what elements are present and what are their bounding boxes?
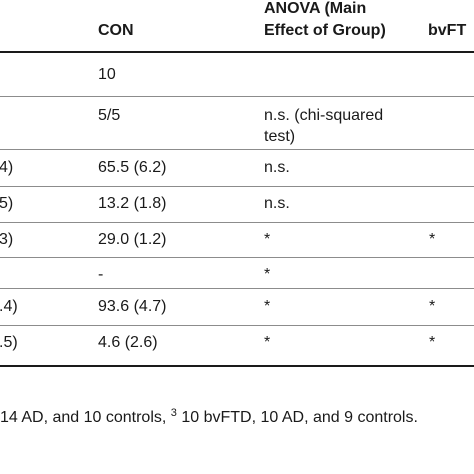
table-cell-bvftd: *: [429, 334, 436, 351]
row-divider: [0, 149, 474, 150]
row-divider: [0, 325, 474, 326]
row-divider: [0, 222, 474, 223]
table-cell-anova-cont: test): [264, 128, 296, 145]
table-cell-con: 10: [98, 66, 116, 83]
col-header-anova-line2: Effect of Group): [264, 22, 386, 39]
row-divider: [0, 288, 474, 289]
table-cell-con: 13.2 (1.8): [98, 195, 167, 212]
table-cell-bvftd: *: [429, 298, 436, 315]
table-cell-con: 65.5 (6.2): [98, 159, 167, 176]
table-cell-anova: n.s.: [264, 159, 290, 176]
row-divider: [0, 96, 474, 97]
table-cell-anova: *: [264, 231, 271, 248]
table-cell-anova: n.s.: [264, 195, 290, 212]
footnote-text-part2: 10 bvFTD, 10 AD, and 9 controls.: [176, 409, 418, 426]
table-cell-left: 3): [0, 231, 14, 248]
table-cell-left: 4): [0, 159, 14, 176]
table-cell-anova: *: [264, 266, 271, 283]
table-cell-con: 93.6 (4.7): [98, 298, 167, 315]
table-cell-con: -: [98, 266, 104, 283]
header-rule: [0, 51, 474, 53]
footnote-text-part1: 14 AD, and 10 controls,: [0, 409, 171, 426]
table-cell-anova: *: [264, 298, 271, 315]
table-cell-anova: *: [264, 334, 271, 351]
table-bottom-rule: [0, 365, 474, 367]
footnote-marker: 3: [170, 407, 177, 419]
col-header-bvftd: bvFT: [428, 22, 467, 39]
table-cell-bvftd: *: [429, 231, 436, 248]
table-cell-con: 4.6 (2.6): [98, 334, 158, 351]
table-cell-left: .5): [0, 334, 18, 351]
table-cell-left: .4): [0, 298, 18, 315]
table-cell-anova: n.s. (chi-squared: [264, 107, 384, 124]
col-header-con: CON: [98, 22, 134, 39]
table-cell-con: 29.0 (1.2): [98, 231, 167, 248]
table-footnote: 14 AD, and 10 controls, 3 10 bvFTD, 10 A…: [0, 408, 418, 428]
table-cell-left: 5): [0, 195, 14, 212]
row-divider: [0, 257, 474, 258]
col-header-anova-line1: ANOVA (Main: [264, 0, 367, 17]
table-cell-con: 5/5: [98, 107, 121, 124]
row-divider: [0, 186, 474, 187]
